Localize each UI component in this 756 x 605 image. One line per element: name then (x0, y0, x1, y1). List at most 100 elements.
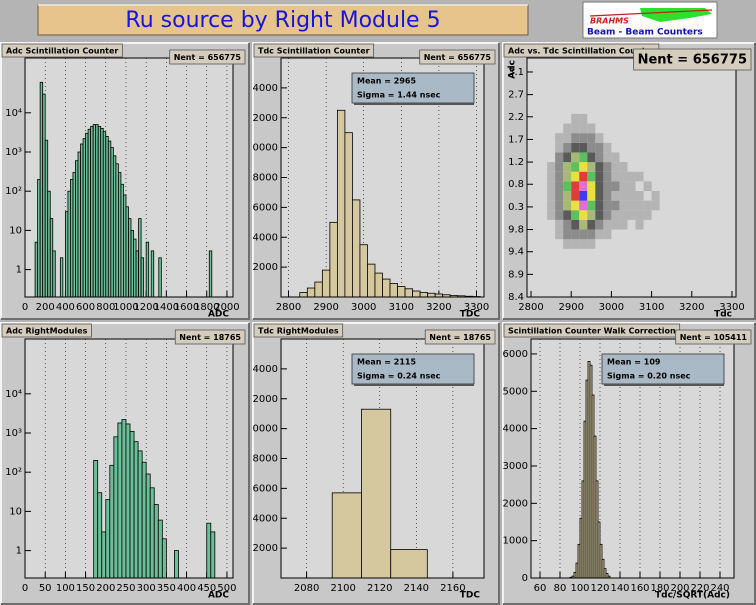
heatmap-cell (547, 181, 556, 191)
x-axis-label: TDC (460, 591, 481, 601)
panel-title-box (253, 43, 375, 58)
frame-outline (24, 338, 234, 579)
panel-title-box (1, 43, 123, 58)
histogram-bar (141, 461, 147, 579)
x-tick-label: 2900 (313, 302, 338, 313)
heatmap-cell (619, 219, 628, 230)
y-tick-label: 4000 (253, 364, 278, 375)
panel-title: Adc Scintillation Counter (6, 47, 118, 56)
x-tick-label: 2100 (330, 583, 355, 594)
x-axis-label: ADC (208, 591, 229, 601)
logo-name: BRAHMS (590, 17, 629, 26)
y-tick-label: 2000 (253, 262, 278, 273)
x-axis-label: ADC (208, 310, 229, 320)
y-tick-label: 2000 (253, 113, 278, 124)
x-tick-label: 3300 (719, 302, 744, 313)
panel-title: Adc vs. Tdc Scintillation Counter (508, 47, 655, 56)
x-tick-label: 50 (39, 583, 52, 594)
heatmap-cell (603, 162, 612, 172)
heatmap-cell (571, 142, 580, 153)
histogram-bar (121, 419, 127, 579)
histogram-bar (52, 250, 56, 298)
histogram-bar (174, 550, 179, 579)
heatmap-cell (595, 133, 604, 143)
heatmap-cell (627, 200, 636, 211)
heatmap-cell (619, 200, 628, 211)
heatmap-cell (579, 239, 588, 249)
heatmap-cell (603, 229, 612, 240)
heatmap-cell (603, 142, 612, 153)
heatmap-cell (611, 219, 620, 230)
histogram-bar (390, 549, 428, 579)
heatmap-cell (547, 162, 556, 172)
x-tick-label: 800 (96, 302, 115, 313)
y-tick-label: 0.8 (508, 179, 524, 190)
heatmap-cell (571, 152, 580, 163)
y-tick-label: 2000 (503, 498, 528, 509)
y-tick-label: 0.3 (508, 202, 524, 213)
heatmap-cell (579, 229, 588, 240)
heatmap-cell (651, 200, 660, 211)
entries-box (419, 49, 496, 65)
heatmap-cell (571, 190, 580, 201)
stats-line: Mean = 109 (607, 358, 661, 367)
y-tick-label: 1000 (503, 536, 528, 547)
y-tick-label: 0000 (253, 143, 278, 154)
heatmap-cell (603, 171, 612, 182)
y-tick-label: 2000 (253, 394, 278, 405)
histogram-bar (419, 292, 429, 298)
y-axis-label: Adc (508, 60, 518, 79)
histogram-bar (314, 281, 323, 298)
heatmap-cell (627, 190, 636, 201)
stats-box (351, 72, 475, 104)
logo-beam (589, 9, 713, 17)
stats-line: Mean = 2115 (357, 358, 416, 367)
y-tick-label: 9.8 (508, 225, 524, 236)
pad-bevel-light (0, 42, 249, 319)
entries: Nent = 18765 (429, 333, 491, 342)
x-tick-label: 160 (630, 583, 649, 594)
heatmap-cell (603, 219, 612, 230)
heatmap-cell (643, 210, 652, 220)
y-tick-label: 10 (9, 506, 22, 517)
pad-bevel-dark (253, 43, 500, 320)
heatmap-cell (627, 210, 636, 220)
histogram-bar (93, 459, 99, 579)
heatmap-cell (595, 190, 604, 201)
histogram-bar (149, 487, 155, 579)
x-tick-label: 3200 (426, 302, 451, 313)
x-tick-label: 2080 (294, 583, 319, 594)
histogram-bar (145, 473, 151, 579)
heatmap-cell (563, 229, 572, 240)
y-tick-label: 2000 (253, 543, 278, 554)
panel-title: Tdc RightModules (258, 327, 339, 336)
panel-title-box (1, 323, 92, 338)
x-tick-label: 1800 (194, 302, 219, 313)
heatmap-cell (579, 171, 588, 182)
heatmap-cell (595, 181, 604, 191)
x-tick-label: 100 (56, 583, 75, 594)
histogram-bar (129, 430, 135, 579)
histogram-bar (336, 109, 346, 298)
heatmap-cell (571, 239, 580, 249)
heatmap-cell (595, 200, 604, 211)
heatmap-cell (571, 210, 580, 220)
heatmap-cell (555, 210, 564, 220)
x-tick-label: 2140 (404, 583, 429, 594)
heatmap-cell (611, 152, 620, 163)
heatmap-cell (619, 190, 628, 201)
heatmap-cell (587, 239, 596, 249)
histogram-bar (404, 288, 413, 298)
heatmap-cell (611, 162, 620, 172)
heatmap-cell (563, 181, 572, 191)
heatmap-cell (555, 181, 564, 191)
y-tick-label: 10³ (5, 147, 22, 158)
heatmap-cell (619, 181, 628, 191)
stats-box (601, 353, 725, 385)
heatmap-cell (611, 190, 620, 201)
heatmap-cell (595, 152, 604, 163)
heatmap-cell (563, 133, 572, 143)
x-tick-label: 2800 (518, 302, 543, 313)
histogram-bar (389, 283, 398, 298)
